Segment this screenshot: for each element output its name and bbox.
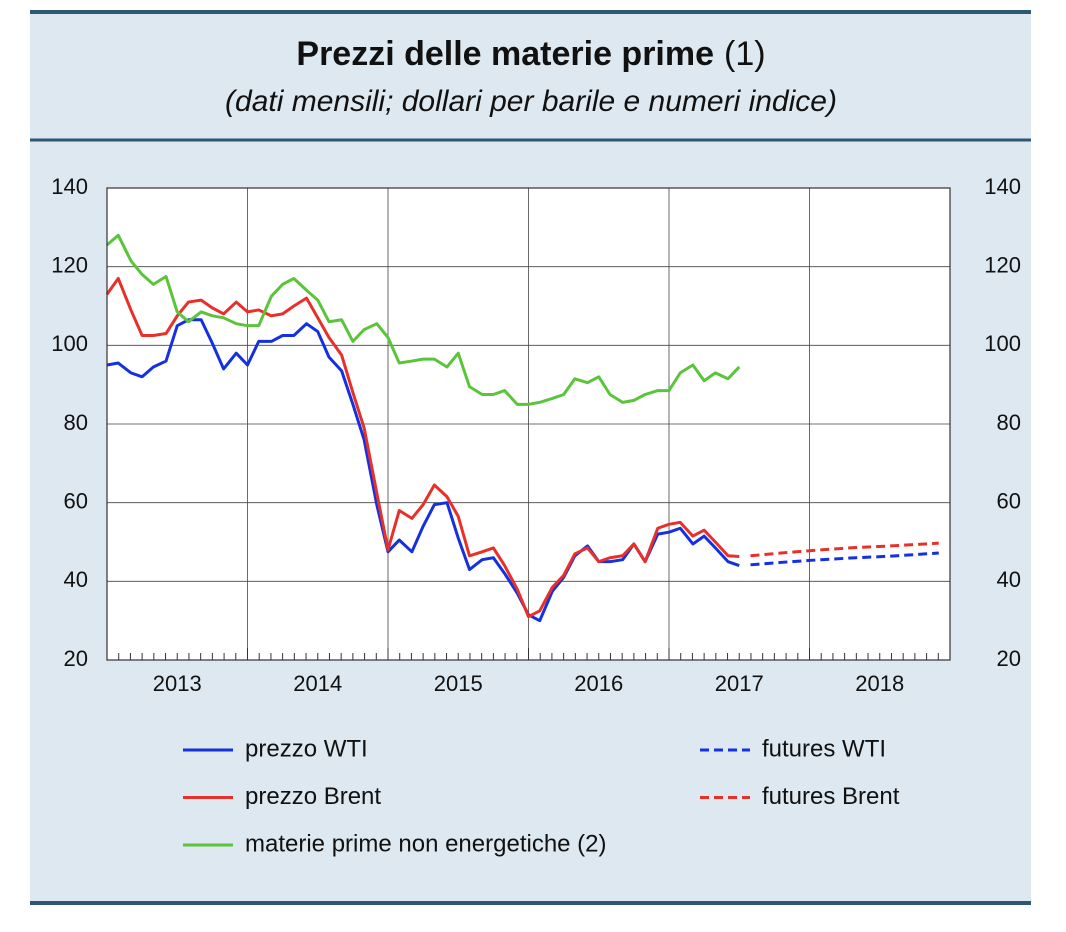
y2-tick-label: 80: [997, 410, 1021, 435]
legend-label: prezzo WTI: [245, 735, 368, 762]
y-tick-label: 80: [64, 410, 88, 435]
y-tick-label: 120: [51, 252, 88, 277]
series-line: [750, 551, 939, 567]
plot-frame: [106, 187, 951, 661]
x-tick-label: 2017: [715, 671, 764, 696]
y-tick-label: 60: [64, 488, 88, 513]
y2-tick-label: 140: [984, 174, 1021, 199]
y-tick-label: 40: [64, 567, 88, 592]
y-tick-label: 100: [51, 331, 88, 356]
title-note: (1): [724, 35, 766, 73]
x-tick-label: 2015: [434, 671, 483, 696]
x-tick-label: 2018: [855, 671, 904, 696]
y2-tick-label: 60: [997, 488, 1021, 513]
legend-label: materie prime non energetiche (2): [245, 830, 607, 857]
series-line: [105, 276, 740, 619]
y2-tick-label: 120: [984, 252, 1021, 277]
chart-subtitle: (dati mensili; dollari per barile e nume…: [225, 85, 837, 118]
legend-label: futures WTI: [762, 735, 886, 762]
y-tick-label: 20: [64, 646, 88, 671]
title-group: Prezzi delle materie prime (1): [296, 35, 765, 73]
x-tick-label: 2013: [153, 671, 202, 696]
chart-title: Prezzi delle materie prime: [296, 35, 714, 73]
legend-label: futures Brent: [762, 783, 900, 810]
x-tick-label: 2016: [574, 671, 623, 696]
y2-tick-label: 40: [997, 567, 1021, 592]
legend-label: prezzo Brent: [245, 783, 381, 810]
y-tick-label: 140: [51, 174, 88, 199]
x-tick-label: 2014: [293, 671, 342, 696]
y2-tick-label: 100: [984, 331, 1021, 356]
series-line: [106, 233, 741, 406]
series-line: [750, 541, 939, 558]
y2-tick-label: 20: [997, 646, 1021, 671]
